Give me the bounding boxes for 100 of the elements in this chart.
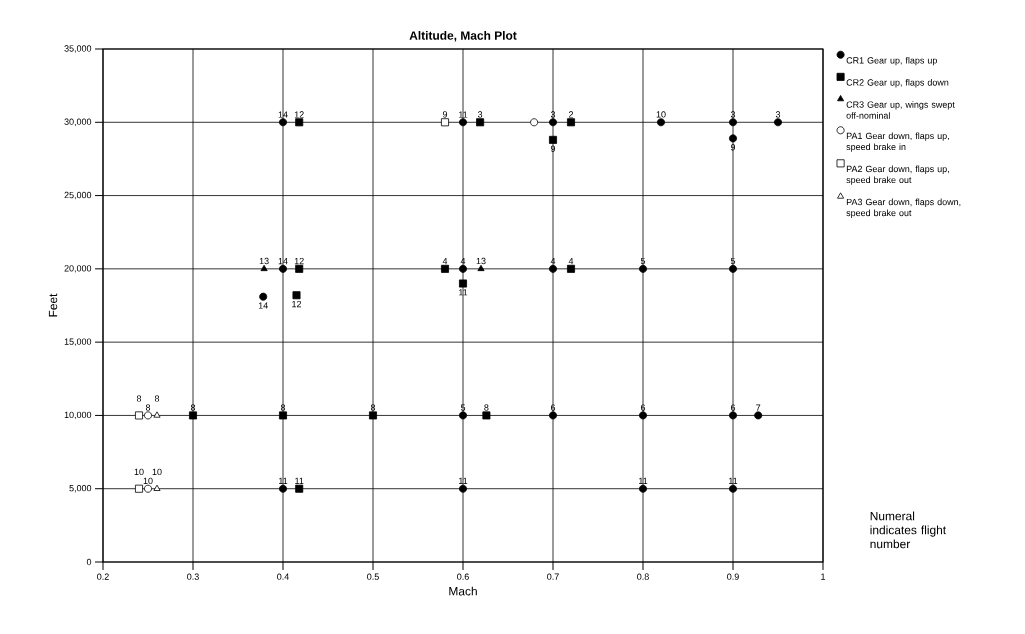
point bbox=[549, 135, 557, 144]
annotation: 8 bbox=[136, 395, 142, 402]
point bbox=[144, 484, 152, 493]
annotation: 11 bbox=[459, 477, 468, 485]
point bbox=[476, 118, 485, 127]
point bbox=[369, 411, 377, 420]
point bbox=[153, 411, 161, 418]
annotation: 8 bbox=[190, 404, 196, 411]
x-axis-title: Mach bbox=[449, 586, 477, 596]
annotation: 14 bbox=[258, 302, 268, 309]
annotation: 4 bbox=[568, 258, 574, 265]
legend-label: CR3 Gear up, wings swept off-nominal bbox=[846, 101, 955, 119]
point bbox=[639, 411, 647, 420]
text: Numeral indicates flight number bbox=[870, 511, 947, 549]
annotation: 4 bbox=[550, 258, 556, 265]
point bbox=[295, 118, 304, 127]
point bbox=[657, 118, 665, 127]
annotation: 9 bbox=[730, 144, 736, 151]
point bbox=[549, 118, 557, 127]
point bbox=[135, 484, 143, 493]
annotation: 10 bbox=[134, 468, 144, 476]
annotation: 12 bbox=[294, 111, 304, 118]
y-tick-label: 5,000 bbox=[69, 485, 92, 493]
annotation: 11 bbox=[279, 477, 288, 485]
annotation: 13 bbox=[476, 257, 486, 265]
point bbox=[279, 484, 287, 493]
point bbox=[567, 264, 575, 273]
annotation: 5 bbox=[640, 257, 646, 265]
point bbox=[549, 264, 557, 273]
x-tick-label: 0.5 bbox=[367, 573, 379, 580]
annotation: 14 bbox=[278, 111, 288, 118]
x-tick-label: 0.6 bbox=[457, 573, 469, 580]
point bbox=[441, 264, 449, 273]
annotation: 3 bbox=[477, 111, 483, 118]
point bbox=[482, 411, 491, 420]
annotation: 2 bbox=[568, 111, 574, 118]
y-tick-label: 20,000 bbox=[64, 265, 92, 273]
y-tick-label: 15,000 bbox=[64, 338, 92, 346]
annotation: 6 bbox=[550, 404, 556, 411]
annotation: 10 bbox=[152, 468, 162, 476]
annotation: 4 bbox=[460, 258, 466, 265]
annotation: 10 bbox=[143, 477, 153, 485]
point bbox=[459, 484, 467, 493]
annotation: 9 bbox=[550, 145, 556, 152]
x-tick-label: 0.7 bbox=[547, 573, 559, 580]
point bbox=[639, 484, 647, 493]
annotation: 11 bbox=[459, 111, 468, 118]
annotation: 3 bbox=[730, 111, 736, 118]
annotation: 12 bbox=[294, 257, 304, 265]
point bbox=[292, 291, 301, 300]
annotation: 3 bbox=[550, 111, 556, 118]
annotation: 6 bbox=[730, 404, 736, 411]
point bbox=[530, 118, 539, 127]
point bbox=[459, 264, 467, 273]
point bbox=[144, 411, 152, 420]
point bbox=[459, 279, 467, 288]
x-tick-label: 1 bbox=[821, 573, 826, 580]
y-tick-label: 0 bbox=[86, 558, 92, 566]
y-tick-label: 10,000 bbox=[64, 411, 92, 420]
annotation: 12 bbox=[292, 300, 302, 308]
point bbox=[279, 118, 287, 127]
point bbox=[279, 411, 287, 420]
point bbox=[567, 118, 575, 127]
annotation: 4 bbox=[442, 258, 448, 265]
point bbox=[135, 411, 143, 420]
point bbox=[153, 484, 161, 491]
x-tick-label: 0.4 bbox=[277, 573, 289, 580]
annotation: 10 bbox=[656, 111, 666, 118]
annotation: 8 bbox=[280, 404, 286, 411]
x-tick-label: 0.2 bbox=[97, 573, 109, 580]
point bbox=[729, 411, 737, 420]
y-tick-label: 30,000 bbox=[64, 118, 92, 126]
point bbox=[189, 411, 197, 420]
annotation: 11 bbox=[459, 289, 468, 296]
annotation: 8 bbox=[370, 404, 376, 411]
annotation: 11 bbox=[639, 477, 648, 485]
annotation: 7 bbox=[756, 404, 761, 411]
annotation: 8 bbox=[145, 404, 151, 411]
annotation: 5 bbox=[730, 257, 736, 265]
point bbox=[729, 264, 737, 273]
x-tick-label: 0.9 bbox=[727, 573, 739, 580]
point bbox=[729, 484, 737, 493]
point bbox=[754, 411, 763, 420]
y-axis-title: Feet bbox=[48, 293, 58, 317]
point bbox=[295, 484, 304, 493]
point bbox=[441, 118, 449, 127]
legend-label: PA1 Gear down, flaps up, speed brake in bbox=[846, 132, 949, 152]
point bbox=[259, 292, 268, 301]
point bbox=[639, 264, 647, 273]
x-tick-label: 0.8 bbox=[637, 573, 649, 580]
point bbox=[774, 118, 782, 127]
annotation: 13 bbox=[259, 257, 269, 265]
point bbox=[549, 411, 557, 420]
annotation: 14 bbox=[278, 258, 288, 265]
annotation: 8 bbox=[484, 404, 489, 411]
legend-label: CR1 Gear up, flaps up bbox=[846, 56, 937, 66]
y-tick-label: 35,000 bbox=[64, 45, 92, 53]
annotation: 8 bbox=[154, 395, 160, 402]
annotation: 3 bbox=[775, 111, 781, 118]
x-tick-label: 0.3 bbox=[187, 573, 199, 580]
